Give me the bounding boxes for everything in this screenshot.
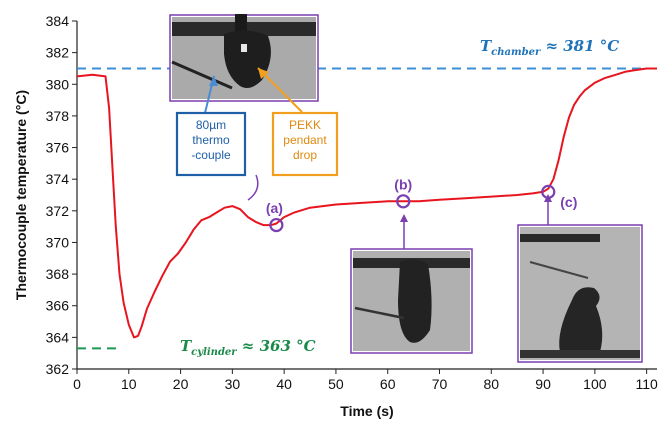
drop-pointer-head [258, 68, 269, 79]
chamber-temperature-label: Tchamber ≈ 381 °C [480, 37, 619, 58]
inset-photo-a [169, 14, 319, 102]
x-tick-label: 40 [276, 376, 292, 392]
x-tick-label: 60 [380, 376, 396, 392]
drop-callout-frame [271, 111, 339, 177]
y-tick-label: 366 [46, 298, 70, 314]
annotation-marker-circle [269, 217, 284, 233]
annotation-marker-circle [541, 184, 556, 199]
y-tick-label: 362 [46, 361, 70, 377]
y-tick-label: 368 [46, 266, 70, 282]
annotation-marker-circle [396, 194, 411, 209]
y-tick-label: 364 [46, 329, 70, 345]
y-tick-label: 372 [46, 203, 70, 219]
inset-c-holder [520, 234, 600, 242]
drop-callout-box: PEKK pendant drop [271, 111, 339, 177]
x-tick-label: 100 [583, 376, 607, 392]
annotation-letter: (c) [560, 194, 577, 210]
inset-photo-c [517, 224, 643, 363]
inset-a-connector [247, 174, 259, 201]
drop-pointer [257, 67, 303, 113]
x-tick-label: 70 [432, 376, 448, 392]
y-tick-label: 378 [46, 108, 70, 124]
annotation-letter: (b) [394, 176, 412, 192]
series-group [76, 67, 657, 339]
annotation-markers: (a) (b) (c) [266, 176, 577, 233]
y-tick-label: 382 [46, 45, 70, 61]
x-tick-label: 20 [173, 376, 189, 392]
inset-a-highlight [241, 44, 247, 52]
x-tick-label: 0 [73, 376, 81, 392]
drop-callout-text: PEKK pendant drop [283, 118, 327, 162]
inset-a-thermocouple [171, 60, 233, 90]
thermocouple-pointer-head [209, 76, 218, 86]
y-tick-label: 370 [46, 234, 70, 250]
thermocouple-callout-text: 80µm thermo -couple [191, 118, 231, 162]
y-tick-label: 374 [46, 171, 70, 187]
thermocouple-callout-box: 80µm thermo -couple [175, 111, 247, 177]
inset-photo-b [350, 248, 473, 354]
inset-b-drop [398, 259, 432, 343]
plot-frame [76, 21, 657, 370]
y-tick-group: 362 364 366 368 370 372 374 376 378 380 382 384 [46, 13, 77, 377]
y-tick-label: 380 [46, 76, 70, 92]
inset-c-base [520, 350, 640, 358]
y-tick-label: 376 [46, 140, 70, 156]
x-tick-label: 80 [483, 376, 499, 392]
y-tick-label: 384 [46, 13, 70, 29]
inset-c-drop [559, 287, 603, 352]
y-axis-title: Thermocouple temperature (°C) [13, 90, 29, 300]
inset-b-arrow [400, 214, 408, 222]
x-tick-label: 10 [121, 376, 137, 392]
annotation-letter: (a) [266, 200, 283, 216]
thermocouple-callout-frame [175, 111, 247, 177]
inset-a-drop [224, 30, 271, 89]
inset-b-thermocouple [354, 306, 405, 320]
temperature-series-line [76, 67, 657, 339]
x-tick-group: 0 10 20 30 40 50 60 70 80 90 100 110 [73, 369, 658, 392]
cylinder-temperature-label: Tcylinder ≈ 363 °C [180, 337, 316, 358]
x-tick-label: 90 [535, 376, 551, 392]
x-tick-label: 110 [635, 376, 658, 392]
inset-c-thermocouple [529, 261, 589, 279]
x-tick-label: 50 [328, 376, 344, 392]
x-tick-label: 30 [225, 376, 241, 392]
x-axis-title: Time (s) [340, 403, 393, 419]
